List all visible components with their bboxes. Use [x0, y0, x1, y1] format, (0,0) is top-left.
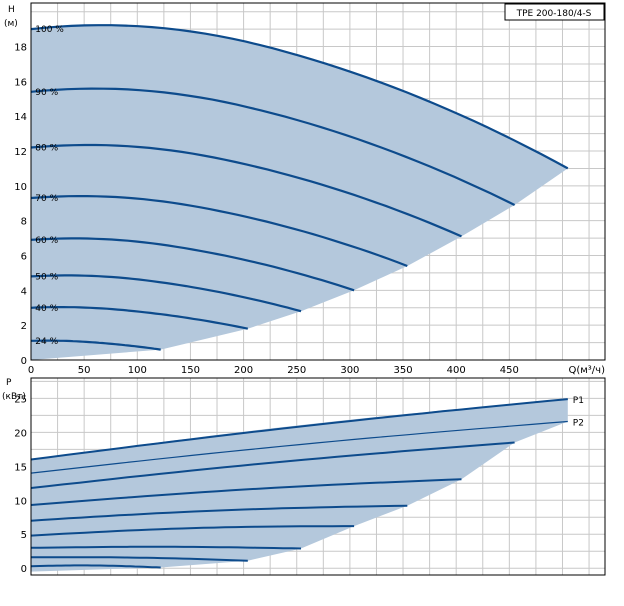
power-curve	[30, 504, 408, 522]
head-ytick-label: 6	[21, 252, 27, 263]
head-ytick-label: 12	[14, 147, 27, 158]
power-series-label: P2	[573, 418, 584, 428]
power-ytick-label: 5	[21, 530, 27, 541]
power-curve	[30, 478, 462, 506]
power-ytick-label: 25	[14, 394, 27, 405]
head-curve-60pct	[30, 237, 355, 292]
flow-xtick-label: 250	[287, 365, 306, 376]
head-ytick-label: 8	[21, 217, 27, 228]
head-curves: 100 % 90 % 80 % 70 % 60 % 50 % 40 % 24 %	[30, 24, 569, 351]
head-ytick-label: 18	[14, 43, 27, 54]
power-ytick-label: 10	[14, 496, 27, 507]
power-curve	[30, 441, 515, 489]
flow-xtick-label: 0	[28, 365, 34, 376]
power-axis-ticks: 0 5 10 15 20 25	[14, 394, 27, 575]
head-curve-50pct	[30, 274, 302, 313]
power-plot-frame	[30, 377, 606, 576]
power-ytick-label: 0	[21, 564, 27, 575]
head-curve-40pct	[30, 306, 249, 330]
head-curve-70pct	[30, 195, 408, 268]
head-ytick-label: 4	[21, 286, 27, 297]
head-curve-90pct	[30, 87, 516, 206]
speed-label: 50 %	[35, 272, 58, 282]
flow-xtick-label: 300	[340, 365, 359, 376]
power-curve	[30, 398, 568, 461]
power-curve	[31, 556, 248, 562]
flow-xtick-label: 50	[78, 365, 91, 376]
head-operating-envelope	[31, 25, 568, 360]
power-curve	[30, 420, 568, 474]
power-curves: P1 P2	[30, 396, 584, 569]
power-curve	[30, 564, 161, 569]
head-ytick-label: 14	[14, 112, 27, 123]
flow-xtick-label: 150	[181, 365, 200, 376]
speed-label: 100 %	[35, 25, 64, 35]
power-curve-panel: P1 P2 0 5 10 15 20 25 P (кВт)	[2, 377, 606, 576]
head-ytick-label: 0	[21, 356, 27, 367]
model-label: TPE 200-180/4-S	[516, 9, 592, 19]
power-curve	[30, 545, 302, 550]
head-plot-frame	[30, 2, 606, 361]
model-label-box	[504, 3, 605, 21]
head-ytick-label: 10	[14, 182, 27, 193]
head-axis-ticks: 0 2 4 6 8 10 12 14 16 18 0 50 100 150 200 250 300 350 400 4…	[14, 43, 605, 376]
power-ytick-label: 20	[14, 428, 27, 439]
speed-label: 24 %	[35, 337, 58, 347]
head-curve-24pct	[31, 339, 161, 351]
speed-label: 60 %	[35, 236, 58, 246]
head-curve-80pct	[30, 143, 462, 238]
power-ytick-label: 15	[14, 462, 27, 473]
power-axis-symbol: P	[6, 378, 12, 388]
power-axis-unit: (кВт)	[2, 392, 26, 402]
power-series-label: P1	[573, 396, 584, 406]
speed-label: 90 %	[35, 88, 58, 98]
flow-xtick-label: 100	[128, 365, 147, 376]
flow-xtick-label: 200	[234, 365, 253, 376]
flow-xtick-label: 450	[500, 365, 519, 376]
head-axis-symbol: H	[8, 5, 15, 15]
head-curve-100pct	[30, 24, 569, 170]
head-ytick-label: 16	[14, 77, 27, 88]
head-ytick-label: 2	[21, 321, 27, 332]
speed-label: 70 %	[35, 194, 58, 204]
flow-xtick-label: 400	[447, 365, 466, 376]
flow-axis-label: Q(м³/ч)	[568, 365, 605, 376]
flow-xtick-label: 350	[393, 365, 412, 376]
head-curve-panel: 100 %90 %80 %70 %60 %50 %40 %24 % 024681…	[4, 2, 606, 376]
speed-label: 80 %	[35, 144, 58, 154]
speed-label: 40 %	[35, 304, 58, 314]
head-axis-unit: (м)	[4, 19, 18, 29]
power-curve	[30, 525, 355, 537]
